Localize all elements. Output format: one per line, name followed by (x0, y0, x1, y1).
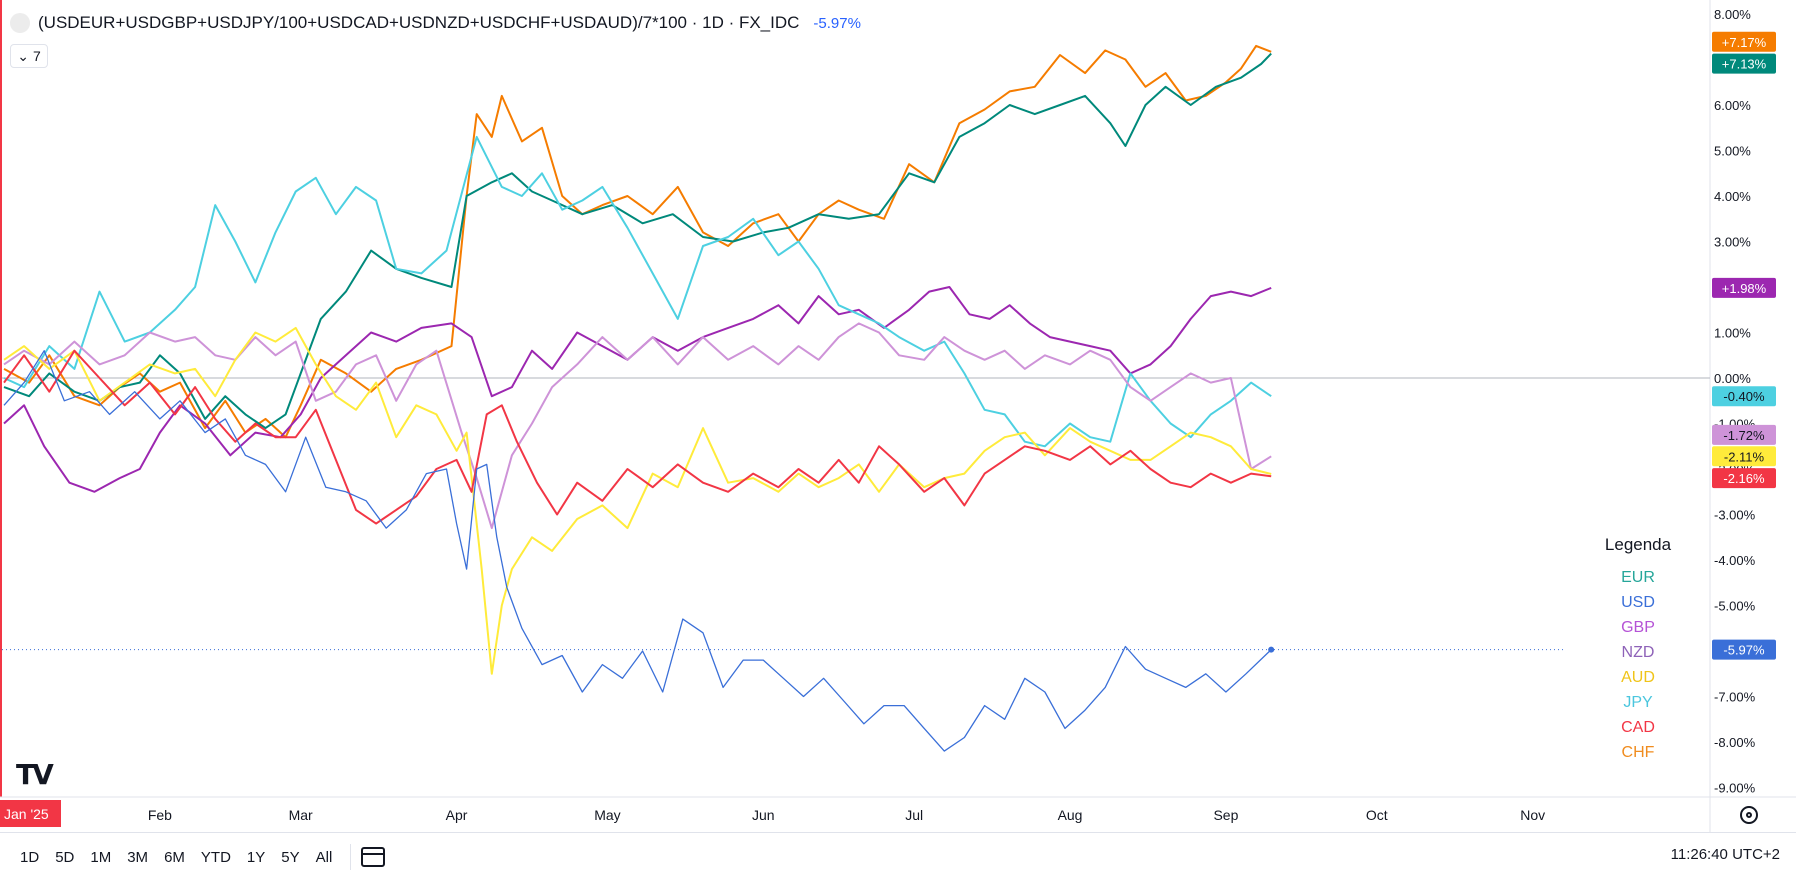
range-button-ytd[interactable]: YTD (200, 848, 231, 866)
series-line-chf (3, 44, 1272, 439)
series-line-cad (3, 349, 1272, 525)
legend-item-eur: EUR (1621, 569, 1655, 586)
range-button-1y[interactable]: 1Y (246, 848, 266, 866)
y-tick-label: 0.00% (1714, 371, 1751, 386)
y-tick-label: -7.00% (1714, 690, 1756, 705)
x-tick-label: Feb (148, 807, 172, 823)
legend-item-jpy: JPY (1623, 694, 1653, 711)
y-tick-label: 1.00% (1714, 326, 1751, 341)
last-value-badge-nzd (1712, 277, 1776, 298)
bottom-toolbar: 1D 5D 1M 3M 6M YTD 1Y 5Y All (0, 832, 1796, 881)
range-button-all[interactable]: All (315, 848, 333, 866)
y-tick-label: -5.00% (1714, 599, 1756, 614)
y-tick-label: -3.00% (1714, 508, 1756, 523)
x-tick-label: Jun (752, 807, 775, 823)
symbol-logo-icon (10, 13, 30, 33)
x-tick-label: Aug (1058, 807, 1083, 823)
last-value-badge-gbp (1712, 424, 1776, 445)
y-tick-label: 3.00% (1714, 235, 1751, 250)
series-line-nzd (3, 286, 1272, 493)
last-value-label-jpy: -0.40% (1723, 389, 1765, 404)
range-button-1d[interactable]: 1D (20, 848, 40, 866)
last-value-label-usd: -5.97% (1723, 643, 1765, 658)
x-tick-label: Jan '25 (4, 806, 49, 822)
clock-timezone[interactable]: 11:26:40 UTC+2 (1670, 846, 1780, 863)
last-value-badge-eur (1712, 53, 1776, 74)
legend-item-nzd: NZD (1621, 644, 1655, 661)
usd-last-point (1268, 646, 1275, 653)
series-line-jpy (3, 135, 1272, 448)
x-tick-label: Oct (1366, 807, 1388, 823)
last-value-label-eur: +7.13% (1722, 57, 1767, 72)
range-button-1m[interactable]: 1M (90, 848, 112, 866)
indicators-count: 7 (32, 48, 41, 64)
last-value-badge-cad (1712, 468, 1776, 489)
last-value-badge-usd (1712, 639, 1776, 660)
symbol-change: -5.97% (813, 14, 861, 32)
settings-gear-icon[interactable] (1740, 806, 1758, 824)
last-value-label-gbp: -1.72% (1723, 428, 1765, 443)
legend-item-usd: USD (1621, 594, 1655, 611)
y-tick-label: -4.00% (1714, 553, 1756, 568)
chevron-down-icon: ⌄ (17, 47, 29, 64)
last-value-label-aud: -2.11% (1724, 449, 1765, 464)
x-start-label-bg (0, 800, 61, 827)
series-line-eur (3, 52, 1272, 430)
range-button-6m[interactable]: 6M (164, 848, 185, 866)
y-tick-label: -8.00% (1714, 735, 1756, 750)
legend-item-chf: CHF (1621, 744, 1655, 761)
x-tick-label: Mar (289, 807, 313, 823)
last-value-label-nzd: +1.98% (1722, 281, 1767, 296)
x-tick-label: May (594, 807, 620, 823)
y-tick-label: -9.00% (1714, 781, 1756, 796)
legend: Legenda EUR USD GBP NZD AUD JPY CAD CHF (1596, 535, 1680, 765)
series-line-usd (3, 350, 1272, 752)
range-button-5y[interactable]: 5Y (281, 848, 300, 866)
legend-title: Legenda (1604, 535, 1672, 554)
range-button-3m[interactable]: 3M (127, 848, 149, 866)
x-tick-label: Nov (1520, 807, 1545, 823)
indicators-collapse-button[interactable]: ⌄ 7 (10, 44, 48, 68)
symbol-title[interactable]: (USDEUR+USDGBP+USDJPY/100+USDCAD+USDNZD+… (38, 13, 800, 32)
last-value-badge-aud (1712, 446, 1776, 467)
series-line-aud (3, 326, 1272, 675)
legend-item-aud: AUD (1621, 669, 1655, 686)
range-button-5d[interactable]: 5D (55, 848, 75, 866)
toolbar-divider (350, 844, 352, 870)
x-tick-label: Jul (905, 807, 923, 823)
last-value-badge-chf (1712, 31, 1776, 52)
y-tick-label: 5.00% (1714, 144, 1751, 159)
series-line-gbp (3, 322, 1272, 530)
tradingview-logo-icon[interactable]: TV (16, 758, 54, 791)
last-value-label-chf: +7.17% (1722, 35, 1767, 50)
legend-item-cad: CAD (1621, 719, 1655, 736)
y-tick-label: 8.00% (1714, 7, 1751, 22)
x-tick-label: Sep (1213, 807, 1238, 823)
last-value-label-cad: -2.16% (1723, 471, 1765, 486)
last-value-badge-jpy (1712, 386, 1776, 407)
y-tick-label: 4.00% (1714, 189, 1751, 204)
chart-plot[interactable]: 8.00%7.00%6.00%5.00%4.00%3.00%2.00%1.00%… (0, 0, 1796, 832)
y-tick-label: 6.00% (1714, 98, 1751, 113)
chart-header: (USDEUR+USDGBP+USDJPY/100+USDCAD+USDNZD+… (10, 13, 861, 33)
calendar-goto-icon[interactable] (361, 847, 386, 867)
legend-item-gbp: GBP (1621, 619, 1655, 636)
x-tick-label: Apr (446, 807, 468, 823)
